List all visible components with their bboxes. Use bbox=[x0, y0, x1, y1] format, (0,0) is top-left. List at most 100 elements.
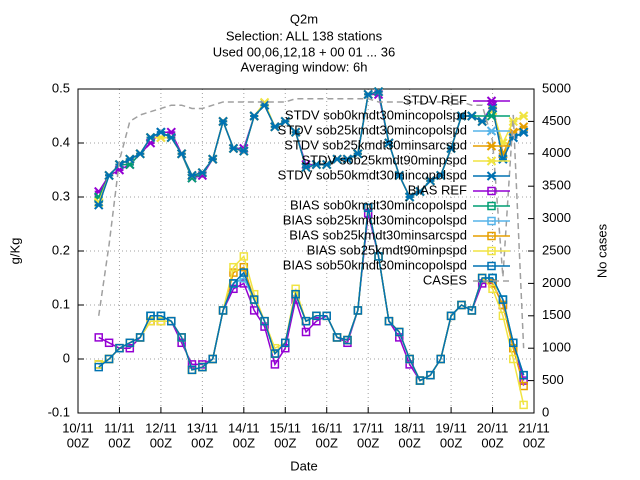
data-point bbox=[249, 306, 259, 315]
y-tick-label: -0.1 bbox=[48, 404, 70, 419]
data-point bbox=[177, 333, 186, 342]
data-point bbox=[425, 176, 436, 186]
data-point bbox=[446, 143, 456, 154]
x-tick-label: 19/11 bbox=[435, 420, 467, 435]
x-tick-label: 00Z bbox=[274, 435, 296, 450]
x-tick-label: 00Z bbox=[191, 435, 213, 450]
x-tick-label: 11/11 bbox=[104, 420, 135, 435]
x-tick-label: 00Z bbox=[316, 435, 338, 450]
legend-marker bbox=[487, 201, 496, 211]
data-point bbox=[239, 268, 249, 277]
data-point bbox=[166, 132, 176, 143]
chart-subtitle: Averaging window: 6h bbox=[241, 59, 368, 74]
y2-tick-label: 5000 bbox=[542, 80, 571, 95]
data-point bbox=[395, 327, 404, 337]
data-point bbox=[146, 316, 155, 326]
legend-marker bbox=[487, 216, 496, 226]
data-point bbox=[477, 116, 487, 127]
data-point bbox=[332, 333, 342, 342]
data-point bbox=[301, 316, 311, 326]
data-point bbox=[291, 289, 300, 299]
data-point bbox=[125, 154, 135, 164]
legend-label: STDV sob25kmdt30mincopolspd bbox=[278, 122, 467, 137]
data-point bbox=[436, 354, 445, 364]
data-point bbox=[260, 316, 269, 326]
data-point bbox=[281, 343, 290, 353]
data-point bbox=[415, 186, 425, 197]
data-point bbox=[322, 311, 331, 321]
y-tick-label: 0.4 bbox=[52, 134, 70, 149]
series-line bbox=[97, 97, 525, 349]
data-point bbox=[373, 86, 384, 97]
data-point bbox=[208, 354, 217, 364]
data-point bbox=[363, 89, 373, 100]
y2-tick-label: 2500 bbox=[542, 242, 571, 257]
data-point bbox=[363, 203, 373, 213]
data-point bbox=[229, 262, 238, 272]
y2-tick-label: 500 bbox=[542, 372, 564, 387]
data-point bbox=[104, 170, 114, 181]
data-point bbox=[488, 273, 497, 283]
data-point bbox=[353, 149, 363, 159]
data-point bbox=[404, 192, 415, 202]
data-point bbox=[342, 154, 353, 164]
data-point bbox=[405, 354, 414, 364]
data-point bbox=[229, 279, 238, 288]
chart-subtitle: Used 00,06,12,18 + 00 01 ... 36 bbox=[213, 44, 396, 59]
data-point bbox=[270, 349, 280, 358]
data-point bbox=[270, 360, 280, 369]
y-tick-label: 0.3 bbox=[52, 188, 70, 203]
data-point bbox=[167, 316, 176, 326]
data-point bbox=[94, 200, 104, 210]
legend-marker bbox=[487, 261, 496, 271]
data-point bbox=[488, 284, 497, 294]
x-tick-label: 00Z bbox=[440, 435, 462, 450]
x-tick-label: 16/11 bbox=[311, 420, 343, 435]
plot-frame bbox=[77, 88, 535, 414]
legend-marker bbox=[486, 111, 497, 121]
data-point bbox=[415, 376, 425, 385]
legend-label: BIAS sob25kmdt30mincopolspd bbox=[283, 212, 467, 227]
data-point bbox=[498, 295, 508, 304]
data-point bbox=[332, 154, 342, 164]
x-tick-label: 00Z bbox=[150, 435, 172, 450]
data-point bbox=[187, 170, 197, 181]
data-point bbox=[488, 279, 497, 288]
legend-label: BIAS sob50kmdt30mincopolspd bbox=[283, 257, 467, 272]
data-point bbox=[249, 111, 259, 121]
x-tick-label: 00Z bbox=[523, 435, 545, 450]
data-point bbox=[426, 370, 435, 380]
data-point bbox=[94, 362, 103, 372]
data-point bbox=[343, 335, 352, 345]
chart-subtitle: Selection: ALL 138 stations bbox=[226, 28, 383, 43]
x-tick-label: 17/11 bbox=[352, 420, 384, 435]
y2-tick-label: 1500 bbox=[542, 307, 571, 322]
data-point bbox=[509, 354, 518, 364]
data-point bbox=[176, 149, 187, 159]
data-point bbox=[436, 170, 446, 181]
x-tick-label: 10/11 bbox=[62, 420, 94, 435]
data-point bbox=[270, 122, 280, 132]
data-point bbox=[290, 127, 301, 137]
data-point bbox=[394, 170, 404, 181]
legend-marker bbox=[486, 141, 497, 151]
data-point bbox=[198, 362, 207, 372]
y2-tick-label: 2000 bbox=[542, 275, 571, 290]
data-point bbox=[311, 159, 322, 170]
data-point bbox=[197, 167, 208, 178]
x-tick-label: 18/11 bbox=[394, 420, 426, 435]
legend-marker bbox=[487, 186, 496, 196]
y-tick-label: 0 bbox=[63, 350, 70, 365]
legend-marker bbox=[486, 171, 497, 181]
data-point bbox=[156, 316, 166, 326]
legend-label: CASES bbox=[423, 272, 467, 287]
x-tick-label: 15/11 bbox=[269, 420, 301, 435]
x-tick-label: 00Z bbox=[398, 435, 420, 450]
data-point bbox=[312, 311, 321, 321]
data-point bbox=[353, 306, 363, 315]
legend-label: STDV REF bbox=[403, 92, 467, 107]
data-point bbox=[509, 338, 518, 348]
data-point bbox=[518, 111, 529, 121]
